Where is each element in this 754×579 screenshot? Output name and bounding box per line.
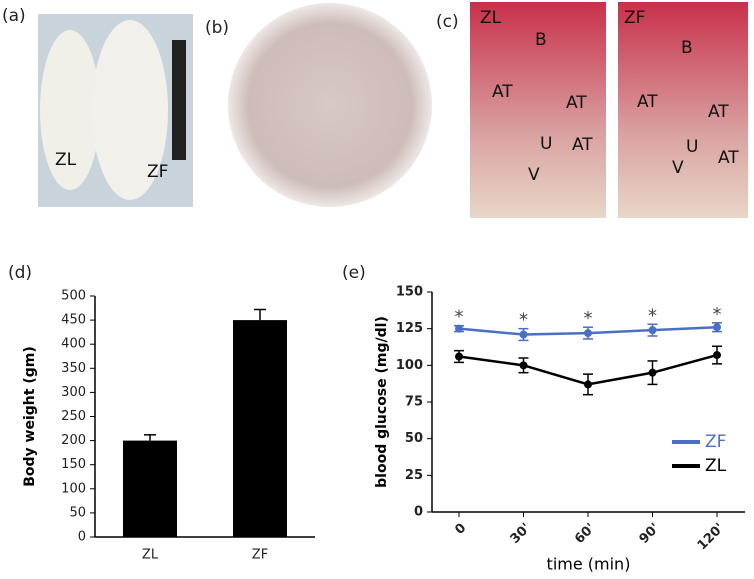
panel-label: (a) [2,6,26,26]
photo-label: B [535,30,547,50]
photo-label: U [686,137,698,157]
photo-detail [92,20,168,200]
point [584,329,592,338]
y-tick-label: 75 [405,395,423,410]
photo-label: V [528,165,540,185]
bar [123,440,177,537]
y-tick-label: 150 [61,457,86,472]
y-tick-label: 300 [61,385,86,400]
y-tick-label: 50 [69,505,86,520]
photo-label: B [681,38,693,58]
photo-label: AT [492,82,513,102]
x-tick-label: 60' [572,521,598,547]
annotation: * [455,307,464,328]
panel-label: (c) [436,12,459,32]
photo-label: AT [637,92,658,112]
x-tick-label: 30' [508,521,534,547]
y-tick-label: 500 [61,289,86,304]
y-tick-label: 450 [61,313,86,328]
photo-skin [228,3,432,207]
point [519,330,528,339]
annotation: * [713,304,722,325]
photo-label: ZF [624,8,645,28]
y-tick-label: 400 [61,337,86,352]
photo-detail [172,40,186,160]
y-tick-label: 0 [414,505,423,520]
photo-label: ZF [147,162,168,182]
x-tick-label: 0 [452,521,469,538]
photo-label: AT [718,148,739,168]
x-tick-label: 120' [695,521,728,554]
panel-label: (d) [8,263,32,283]
annotation: * [584,308,593,329]
point [648,368,657,377]
photo-label: V [672,158,684,178]
y-axis-label: blood glucose (mg/dl) [374,316,390,488]
photo-detail [40,30,100,190]
photo-label: AT [572,135,593,155]
panel-label: (e) [342,263,366,283]
y-axis-label: Body weight (gm) [22,346,38,487]
point [713,351,721,360]
y-tick-label: 350 [61,361,86,376]
y-tick-label: 50 [405,431,423,446]
photo-label: AT [566,93,587,113]
photo-label: AT [708,102,729,122]
y-tick-label: 100 [61,481,86,496]
point [455,352,463,361]
point [519,361,528,370]
x-tick-label: ZL [142,548,159,563]
point [584,380,592,389]
y-tick-label: 250 [61,409,86,424]
y-tick-label: 25 [405,468,423,483]
photo-dissection [470,2,606,218]
y-tick-label: 0 [78,530,86,545]
annotation: * [519,310,528,331]
photo-label: U [540,134,552,154]
y-tick-label: 100 [396,358,423,373]
point [648,326,657,335]
y-tick-label: 200 [61,433,86,448]
y-tick-label: 150 [396,285,423,300]
photo-label: ZL [55,150,77,170]
x-tick-label: 90' [637,521,663,547]
legend-label: ZL [705,456,727,476]
legend-label: ZF [705,432,726,452]
annotation: * [648,305,657,326]
panel-label: (b) [205,18,229,38]
x-tick-label: ZF [252,548,268,563]
photo-dissection [618,2,748,218]
point [713,323,721,332]
y-tick-label: 125 [396,321,423,336]
photo-label: ZL [480,8,502,28]
x-axis-label: time (min) [547,555,631,574]
bar [233,320,287,537]
point [455,324,463,333]
